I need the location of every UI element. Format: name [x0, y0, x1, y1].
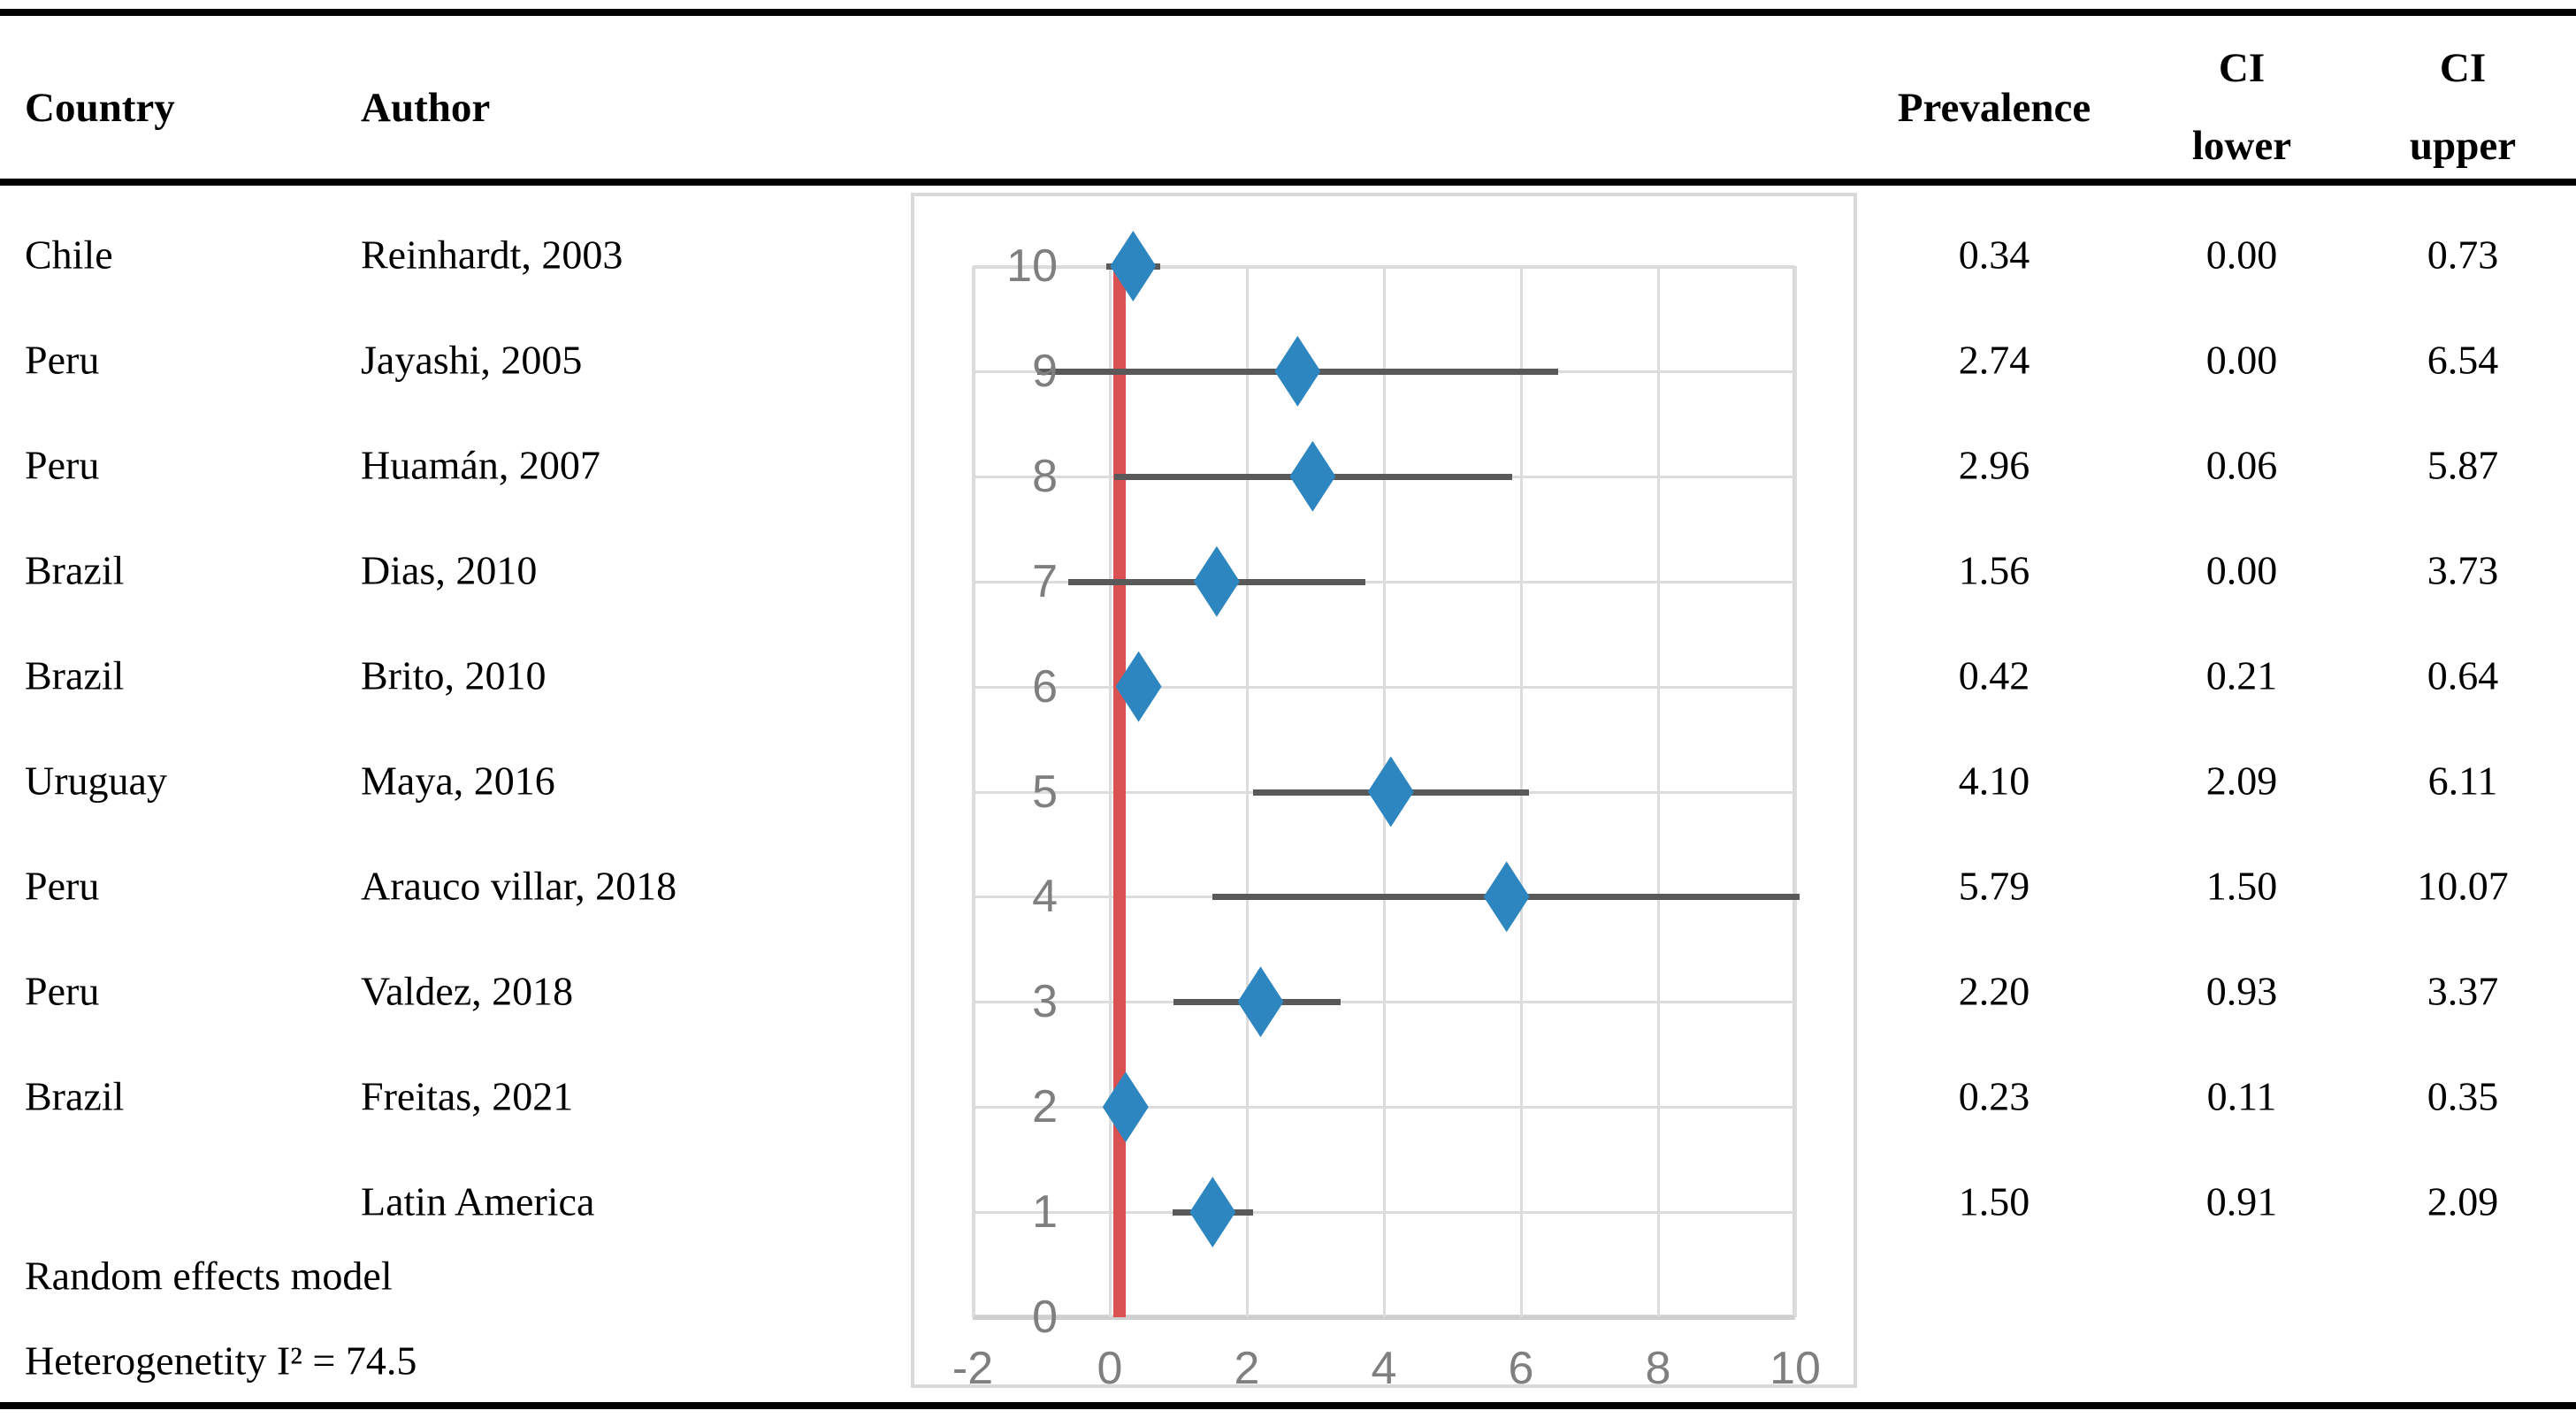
- row-prevalence: 0.42: [1958, 652, 2030, 698]
- row-ci-lower: 0.91: [2205, 1178, 2278, 1224]
- y-axis-tick-label: 8: [1032, 450, 1058, 502]
- row-ci-upper: 0.35: [2427, 1073, 2499, 1119]
- row-author: Brito, 2010: [361, 652, 547, 698]
- row-ci-upper: 0.64: [2427, 652, 2499, 698]
- y-axis-tick-label: 7: [1032, 555, 1058, 607]
- row-prevalence: 4.10: [1958, 758, 2030, 804]
- row-country: Brazil: [25, 1073, 125, 1119]
- row-ci-lower: 2.09: [2205, 758, 2278, 804]
- row-prevalence: 2.74: [1958, 337, 2030, 383]
- row-prevalence: 1.56: [1958, 547, 2030, 593]
- row-author: Jayashi, 2005: [361, 337, 583, 383]
- x-axis-tick-label: 10: [1770, 1343, 1821, 1394]
- bottom-rule: [0, 1402, 2576, 1409]
- y-axis-tick-label: 3: [1032, 976, 1058, 1028]
- header-rule: [0, 179, 2576, 186]
- y-axis-tick-label: 4: [1032, 871, 1058, 923]
- reference-line: [1112, 266, 1126, 1317]
- y-axis-tick-label: 10: [1006, 240, 1058, 292]
- row-ci-lower: 0.11: [2206, 1073, 2277, 1119]
- row-country: Uruguay: [25, 758, 167, 804]
- row-country: Peru: [25, 337, 100, 383]
- row-ci-upper: 5.87: [2427, 442, 2499, 488]
- row-prevalence: 2.20: [1958, 968, 2030, 1014]
- x-axis-tick-label: -2: [952, 1343, 994, 1394]
- row-ci-upper: 2.09: [2427, 1178, 2499, 1224]
- column-header-ci-lower-line1: CI: [2218, 45, 2266, 91]
- row-country: Peru: [25, 863, 100, 909]
- x-axis-tick-label: 6: [1508, 1343, 1534, 1394]
- x-axis-tick-label: 4: [1371, 1343, 1397, 1394]
- row-author: Valdez, 2018: [361, 968, 574, 1014]
- v-gridline: [1109, 266, 1112, 1317]
- row-ci-lower: 0.00: [2205, 232, 2278, 278]
- row-ci-lower: 1.50: [2205, 863, 2278, 909]
- v-gridline: [1794, 266, 1797, 1317]
- x-axis-tick-label: 8: [1645, 1343, 1671, 1394]
- x-axis-tick-label: 2: [1234, 1343, 1260, 1394]
- column-header-prevalence: Prevalence: [1897, 85, 2091, 131]
- v-gridline: [972, 266, 975, 1317]
- column-header-ci-upper-line2: upper: [2409, 123, 2517, 169]
- row-author: Arauco villar, 2018: [361, 863, 677, 909]
- column-header-author: Author: [361, 85, 491, 131]
- row-country: Brazil: [25, 547, 125, 593]
- row-ci-lower: 0.00: [2205, 547, 2278, 593]
- row-prevalence: 0.34: [1958, 232, 2030, 278]
- row-author: Freitas, 2021: [361, 1073, 574, 1119]
- random-effects-model-label: Random effects model: [25, 1253, 393, 1299]
- h-gridline: [973, 1315, 1795, 1320]
- row-author: Dias, 2010: [361, 547, 538, 593]
- column-header-ci-upper-line1: CI: [2439, 45, 2487, 91]
- row-ci-lower: 0.21: [2205, 652, 2278, 698]
- row-ci-upper: 3.37: [2427, 968, 2499, 1014]
- y-axis-tick-label: 9: [1032, 345, 1058, 397]
- row-country: Peru: [25, 968, 100, 1014]
- y-axis-tick-label: 1: [1032, 1186, 1058, 1239]
- row-ci-lower: 0.06: [2205, 442, 2278, 488]
- v-gridline: [1246, 266, 1249, 1317]
- column-header-country: Country: [25, 85, 175, 131]
- y-axis-tick-label: 0: [1032, 1292, 1058, 1343]
- row-prevalence: 5.79: [1958, 863, 2030, 909]
- row-author: Latin America: [361, 1178, 595, 1224]
- y-axis-tick-label: 6: [1032, 660, 1058, 713]
- column-header-ci-lower-line2: lower: [2191, 123, 2292, 169]
- row-prevalence: 1.50: [1958, 1178, 2030, 1224]
- row-country: Peru: [25, 442, 100, 488]
- row-author: Maya, 2016: [361, 758, 555, 804]
- v-gridline: [1657, 266, 1660, 1317]
- row-prevalence: 2.96: [1958, 442, 2030, 488]
- row-ci-upper: 6.11: [2427, 758, 2498, 804]
- row-ci-upper: 0.73: [2427, 232, 2499, 278]
- row-ci-lower: 0.00: [2205, 337, 2278, 383]
- row-author: Huamán, 2007: [361, 442, 600, 488]
- row-ci-upper: 10.07: [2417, 863, 2509, 909]
- row-ci-upper: 3.73: [2427, 547, 2499, 593]
- row-ci-lower: 0.93: [2205, 968, 2278, 1014]
- row-author: Reinhardt, 2003: [361, 232, 623, 278]
- heterogeneity-label: Heterogenetity I² = 74.5: [25, 1338, 417, 1384]
- y-axis-tick-label: 5: [1032, 766, 1058, 818]
- x-axis-tick-label: 0: [1097, 1343, 1123, 1394]
- top-rule: [0, 9, 2576, 16]
- row-prevalence: 0.23: [1958, 1073, 2030, 1119]
- row-country: Chile: [25, 232, 113, 278]
- row-country: Brazil: [25, 652, 125, 698]
- y-axis-tick-label: 2: [1032, 1081, 1058, 1133]
- row-ci-upper: 6.54: [2427, 337, 2499, 383]
